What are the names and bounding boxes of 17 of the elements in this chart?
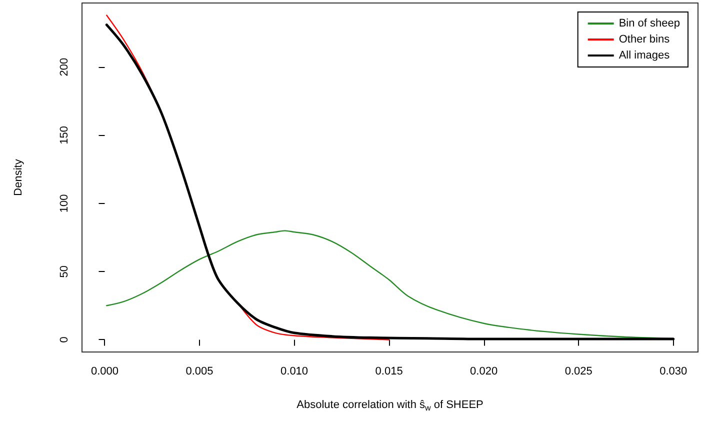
x-tick-label: 0.015 (375, 366, 403, 378)
line-series (106, 230, 674, 339)
y-axis-title: Density (12, 158, 24, 196)
x-tick-label: 0.020 (470, 366, 498, 378)
y-tick-label: 150 (58, 126, 70, 144)
legend-label: Other bins (618, 34, 670, 46)
y-tick-label: 100 (58, 194, 70, 213)
x-tick-label: 0.000 (90, 366, 119, 378)
legend-label: Bin of sheep (618, 18, 680, 30)
y-tick-label: 200 (58, 58, 70, 76)
x-tick-label: 0.030 (660, 366, 688, 378)
legend-label: All images (618, 50, 670, 62)
x-tick-label: 0.025 (564, 366, 592, 378)
x-tick-label: 0.005 (186, 366, 214, 378)
x-tick-label: 0.010 (280, 366, 308, 378)
y-tick-label: 50 (58, 265, 70, 278)
y-tick-label: 0 (58, 336, 70, 343)
